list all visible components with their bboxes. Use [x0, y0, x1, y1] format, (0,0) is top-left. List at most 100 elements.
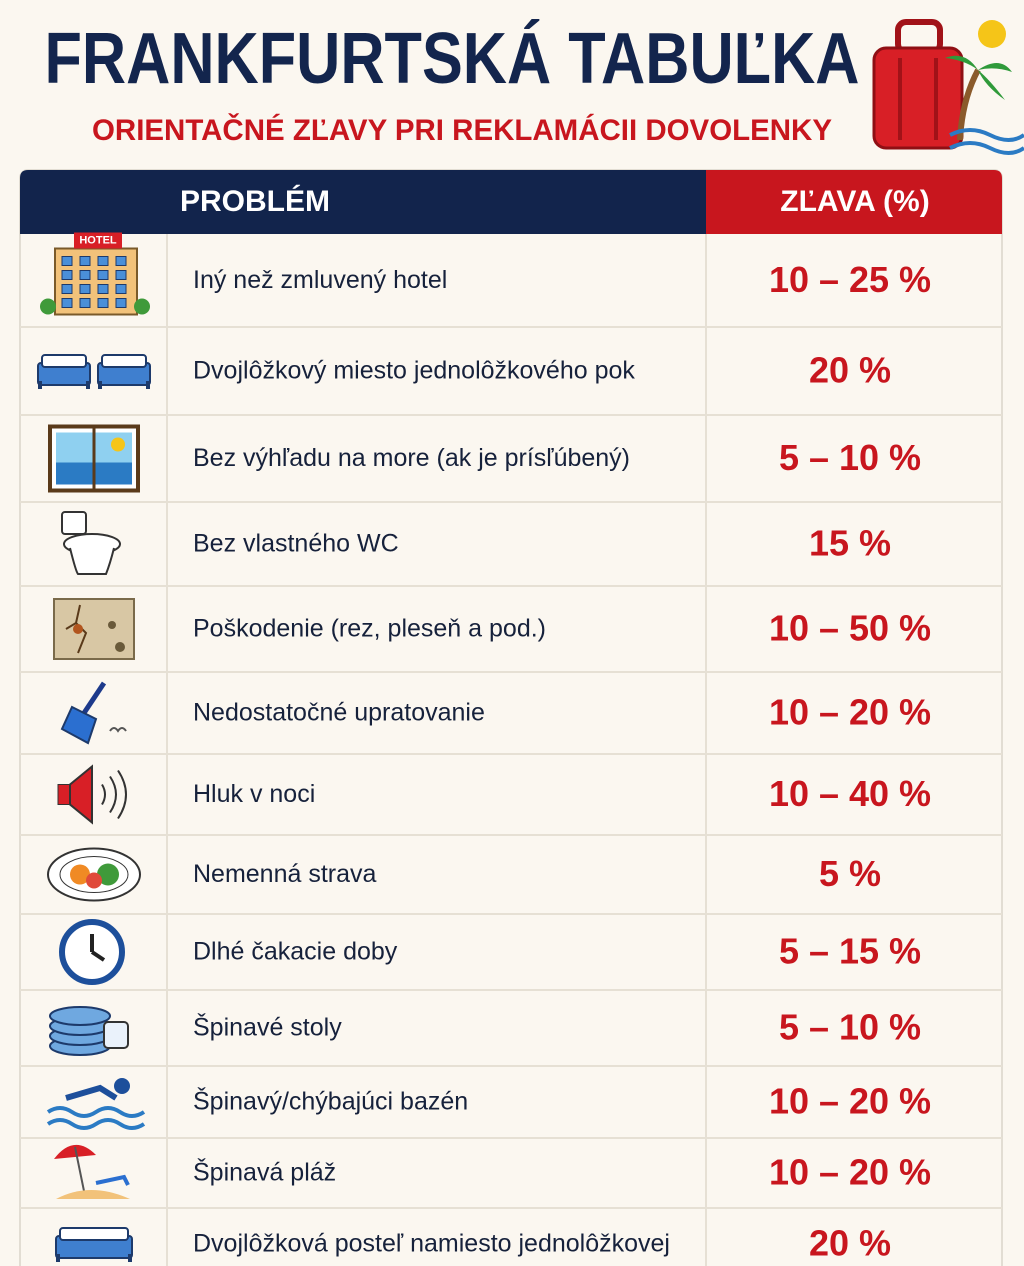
icon-shape — [97, 256, 109, 266]
icon-shape — [115, 642, 125, 652]
icon-shape — [59, 1227, 129, 1241]
icon-shape — [103, 1021, 129, 1049]
row-icon — [37, 354, 151, 389]
table-row: Špinavá pláž 10 – 20 % — [20, 1138, 1002, 1209]
table-row: Bez výhľadu na more (ak je prísľúbený) 5 … — [20, 415, 1002, 503]
table-row: Dvojlôžková posteľ namiesto jednolôžkove… — [55, 1208, 891, 1266]
icon-shape — [70, 864, 90, 885]
title: FRANKFURTSKÁ TABUĽKA — [45, 19, 860, 99]
travel-icon — [872, 19, 1024, 155]
icon-shape — [109, 727, 127, 733]
icon-shape — [49, 1006, 111, 1026]
discount-text: 10 – 20 % — [769, 692, 931, 733]
icon-shape — [56, 1254, 60, 1262]
row-icon — [59, 919, 125, 985]
problem-text: Bez výhľadu na more (ak je prísľúbený) — [193, 444, 630, 472]
table-row: Poškodenie (rez, pleseň a pod.) 10 – 50 % — [20, 586, 1002, 673]
header-left — [20, 170, 706, 234]
problem-text: Hluk v noci — [193, 780, 315, 808]
problem-text: Špinavý/chýbajúci bazén — [193, 1087, 468, 1116]
row-icon — [55, 1227, 133, 1262]
icon-shape — [56, 1190, 130, 1199]
icon-shape — [95, 1174, 130, 1186]
table-row: Bez vlastného WC 15 % — [20, 502, 1002, 587]
table-row: Dvojlôžkový miesto jednolôžkového pok 20 … — [20, 327, 1002, 416]
table-row: HOTEL Iný než zmluvený hotel 10 – 25 % — [20, 232, 1002, 328]
discount-text: 5 – 10 % — [779, 437, 921, 478]
icon-shape — [101, 769, 127, 820]
icon-shape — [97, 298, 109, 308]
icon-shape — [79, 270, 91, 280]
icon-shape — [97, 863, 119, 886]
sun — [978, 20, 1006, 48]
icon-shape — [61, 511, 87, 535]
problem-text: Dlhé čakacie doby — [193, 938, 398, 966]
problem-text: Dvojlôžkový miesto jednolôžkového pok — [193, 357, 635, 385]
table-body: HOTEL Iný než zmluvený hotel 10 – 25 % Dvoj… — [20, 232, 1002, 1266]
table-row: Nedostatočné upratovanie 10 – 20 % — [20, 672, 1002, 755]
icon-shape — [97, 270, 109, 280]
table-row: Špinavý/chýbajúci bazén 10 – 20 % — [20, 1066, 1002, 1139]
icon-shape — [69, 547, 115, 575]
icon-label: HOTEL — [79, 234, 117, 246]
icon-shape — [40, 298, 56, 315]
row-icon — [60, 681, 127, 745]
palm-leaves — [945, 55, 1012, 100]
icon-shape — [115, 298, 127, 308]
icon-shape — [115, 256, 127, 266]
discount-text: 10 – 50 % — [769, 608, 931, 649]
row-icon — [61, 511, 121, 575]
icon-shape — [134, 298, 150, 315]
icon-shape — [97, 284, 109, 294]
icon-shape — [79, 284, 91, 294]
table-row: Nemenná strava 5 % — [20, 835, 1002, 915]
icon-shape — [65, 1084, 118, 1101]
row-icon — [53, 598, 135, 660]
problem-text: Bez vlastného WC — [193, 530, 399, 558]
icon-shape — [46, 1106, 146, 1130]
icon-shape — [61, 256, 73, 266]
row-icon — [54, 1144, 130, 1199]
icon-shape — [115, 270, 127, 280]
problem-text: Špinavá pláž — [193, 1158, 336, 1187]
icon-shape — [38, 381, 42, 389]
icon-shape — [86, 872, 102, 889]
subtitle: ORIENTAČNÉ ZĽAVY PRI REKLAMÁCII DOVOLENK… — [92, 113, 832, 147]
table-row: Dlhé čakacie doby 5 – 15 % — [20, 914, 1002, 991]
table-row: Hluk v noci 10 – 40 % — [20, 754, 1002, 836]
discount-text: 10 – 25 % — [769, 259, 931, 300]
icon-shape — [61, 284, 73, 294]
icon-shape — [128, 1254, 132, 1262]
row-icon — [47, 847, 141, 902]
icon-shape — [79, 298, 91, 308]
icon-shape — [61, 270, 73, 280]
discount-text: 10 – 20 % — [769, 1152, 931, 1193]
header-right — [706, 170, 1002, 234]
discount-text: 10 – 20 % — [769, 1081, 931, 1122]
icon-shape — [74, 1146, 85, 1192]
icon-shape — [74, 232, 122, 249]
icon-shape — [57, 784, 71, 805]
column-header: ZĽAVA (%) — [780, 185, 929, 218]
icon-shape — [73, 624, 83, 634]
icon-shape — [146, 381, 150, 389]
discount-text: 5 – 10 % — [779, 1007, 921, 1048]
row-icon — [57, 764, 127, 825]
row-icon — [46, 1078, 146, 1130]
icon-shape — [101, 354, 147, 368]
discount-text: 20 % — [809, 1223, 891, 1264]
icon-shape — [81, 681, 107, 715]
row-icon — [49, 1006, 129, 1056]
icon-shape — [60, 705, 98, 745]
row-icon: HOTEL — [40, 232, 150, 316]
waves — [949, 128, 1024, 155]
discount-text: 15 % — [809, 523, 891, 564]
icon-shape — [115, 284, 127, 294]
problem-text: Nedostatočné upratovanie — [193, 699, 485, 727]
discount-text: 5 % — [819, 853, 881, 894]
problem-text: Dvojlôžková posteľ namiesto jednolôžkove… — [193, 1230, 670, 1258]
discount-text: 10 – 40 % — [769, 773, 931, 814]
icon-shape — [79, 256, 91, 266]
problem-text: Poškodenie (rez, pleseň a pod.) — [193, 615, 546, 643]
